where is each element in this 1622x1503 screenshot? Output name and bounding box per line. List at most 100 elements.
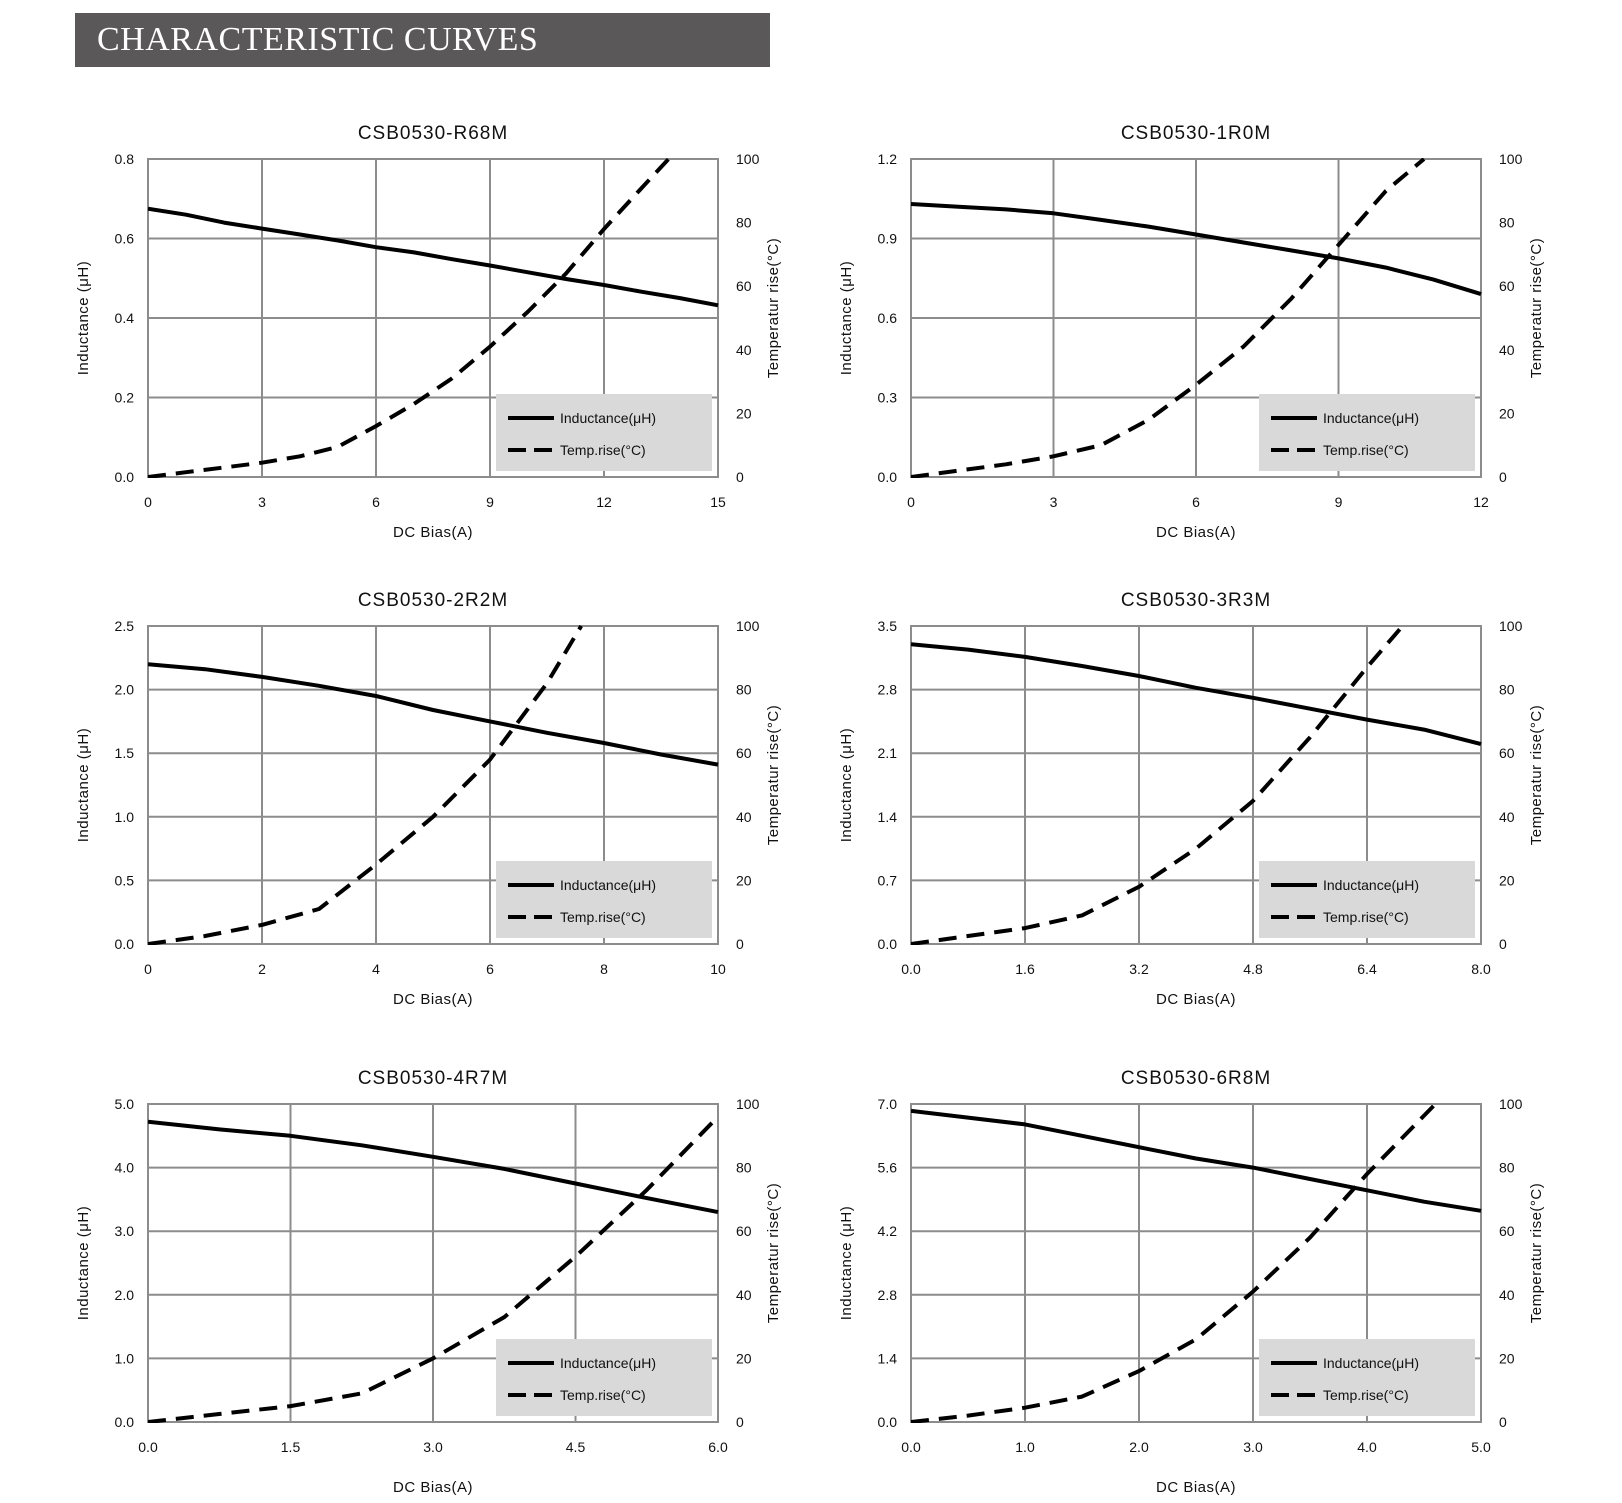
y-tick-label: 0.6: [878, 310, 898, 326]
y-axis-label: Inductance (μH): [838, 261, 855, 376]
chart-title: CSB0530-R68M: [358, 123, 508, 144]
y2-axis-label: Temperatur rise(°C): [765, 705, 782, 846]
x-axis-label: DC Bias(A): [1156, 524, 1236, 541]
y2-tick-label: 60: [1499, 745, 1515, 761]
legend-background: [496, 394, 712, 471]
x-tick-label: 0.0: [138, 1439, 158, 1455]
x-tick-label: 6: [372, 494, 380, 510]
y-tick-label: 0.5: [115, 872, 135, 888]
x-tick-label: 12: [596, 494, 612, 510]
y-axis-label: Inductance (μH): [75, 728, 92, 843]
legend-label-temp-rise: Temp.rise(°C): [1323, 909, 1409, 925]
y2-tick-label: 0: [736, 1414, 744, 1430]
x-tick-label: 0: [907, 494, 915, 510]
y2-tick-label: 100: [1499, 151, 1523, 167]
y-tick-label: 0.0: [115, 469, 135, 485]
y-tick-label: 0.4: [115, 310, 135, 326]
chart-title: CSB0530-4R7M: [358, 1068, 508, 1089]
y-tick-label: 0.8: [115, 151, 135, 167]
y-tick-label: 1.0: [115, 809, 135, 825]
y-tick-label: 5.6: [878, 1160, 898, 1176]
y2-tick-label: 100: [1499, 1096, 1523, 1112]
legend-label-inductance: Inductance(μH): [560, 410, 656, 426]
x-axis-label: DC Bias(A): [393, 1479, 473, 1496]
y-tick-label: 2.5: [115, 618, 135, 634]
y-tick-label: 1.5: [115, 745, 135, 761]
x-tick-label: 4.0: [1357, 1439, 1377, 1455]
y-tick-label: 0.0: [878, 936, 898, 952]
x-tick-label: 3.0: [1243, 1439, 1263, 1455]
legend-label-inductance: Inductance(μH): [560, 877, 656, 893]
x-tick-label: 5.0: [1471, 1439, 1491, 1455]
y2-axis-label: Temperatur rise(°C): [1528, 238, 1545, 379]
x-tick-label: 2.0: [1129, 1439, 1149, 1455]
y2-tick-label: 60: [1499, 278, 1515, 294]
y2-tick-label: 80: [736, 215, 752, 231]
series-temp-rise-line: [911, 158, 1426, 478]
y2-tick-label: 0: [736, 936, 744, 952]
y2-tick-label: 40: [736, 1287, 752, 1303]
chart-csb0530-6r8m: CSB0530-6R8M 0.0 1.0 2.0 3.0 4.0 5.0 0.0 1.4 2.8 4…: [838, 1068, 1545, 1496]
section-header: CHARACTERISTIC CURVES: [75, 13, 770, 67]
y-tick-label: 0.0: [878, 469, 898, 485]
legend-background: [1259, 861, 1475, 938]
y-tick-label: 2.8: [878, 682, 898, 698]
y2-tick-label: 40: [736, 809, 752, 825]
legend-label-temp-rise: Temp.rise(°C): [560, 1387, 646, 1403]
y2-tick-label: 0: [736, 469, 744, 485]
y-tick-label: 0.2: [115, 390, 135, 406]
y2-tick-label: 20: [1499, 872, 1515, 888]
y2-axis-label: Temperatur rise(°C): [1528, 1183, 1545, 1324]
chart-title: CSB0530-1R0M: [1121, 123, 1271, 144]
y2-tick-label: 100: [1499, 618, 1523, 634]
y2-axis-label: Temperatur rise(°C): [1528, 705, 1545, 846]
legend: Inductance(μH) Temp.rise(°C): [1259, 394, 1475, 471]
x-axis-label: DC Bias(A): [393, 991, 473, 1008]
y2-tick-label: 40: [1499, 809, 1515, 825]
legend-background: [1259, 1339, 1475, 1416]
x-tick-label: 8: [600, 961, 608, 977]
x-tick-label: 0.0: [901, 961, 921, 977]
y-tick-label: 3.0: [115, 1223, 135, 1239]
x-tick-label: 6: [1192, 494, 1200, 510]
x-tick-label: 9: [486, 494, 494, 510]
legend: Inductance(μH) Temp.rise(°C): [496, 1339, 712, 1416]
y-tick-label: 2.0: [115, 682, 135, 698]
legend-label-inductance: Inductance(μH): [560, 1355, 656, 1371]
y2-tick-label: 80: [736, 682, 752, 698]
y-axis-label: Inductance (μH): [838, 728, 855, 843]
plot-frame: [910, 625, 1482, 945]
plot-frame: [147, 1103, 719, 1423]
chart-title: CSB0530-2R2M: [358, 590, 508, 611]
y2-axis-label: Temperatur rise(°C): [765, 1183, 782, 1324]
y-tick-label: 0.0: [115, 936, 135, 952]
series-inductance-line: [911, 202, 1482, 297]
plot-frame: [147, 158, 719, 478]
y2-tick-label: 20: [1499, 1350, 1515, 1366]
x-tick-label: 4.5: [566, 1439, 586, 1455]
x-tick-label: 0: [144, 494, 152, 510]
y-tick-label: 0.3: [878, 390, 898, 406]
x-tick-label: 10: [710, 961, 726, 977]
plot-frame: [910, 1103, 1482, 1423]
series-temp-rise-line: [148, 625, 583, 945]
y2-tick-label: 80: [1499, 682, 1515, 698]
y2-tick-label: 100: [736, 1096, 760, 1112]
legend-background: [496, 1339, 712, 1416]
legend: Inductance(μH) Temp.rise(°C): [496, 861, 712, 938]
series-inductance-line: [911, 1108, 1482, 1213]
x-tick-label: 2: [258, 961, 266, 977]
y-tick-label: 4.2: [878, 1223, 898, 1239]
x-tick-label: 1.0: [1015, 1439, 1035, 1455]
y2-tick-label: 80: [1499, 215, 1515, 231]
series-inductance-line: [911, 642, 1482, 747]
plot-frame: [910, 158, 1482, 478]
y2-tick-label: 100: [736, 618, 760, 634]
x-axis-label: DC Bias(A): [1156, 1479, 1236, 1496]
chart-csb0530-2r2m: CSB0530-2R2M 0 2 4 6 8 10 0.0 0.5 1.0 1.5 2.0 2.5 0 20…: [75, 590, 782, 1008]
legend-label-temp-rise: Temp.rise(°C): [1323, 1387, 1409, 1403]
y2-tick-label: 0: [1499, 469, 1507, 485]
x-tick-label: 12: [1473, 494, 1489, 510]
y-tick-label: 0.0: [115, 1414, 135, 1430]
